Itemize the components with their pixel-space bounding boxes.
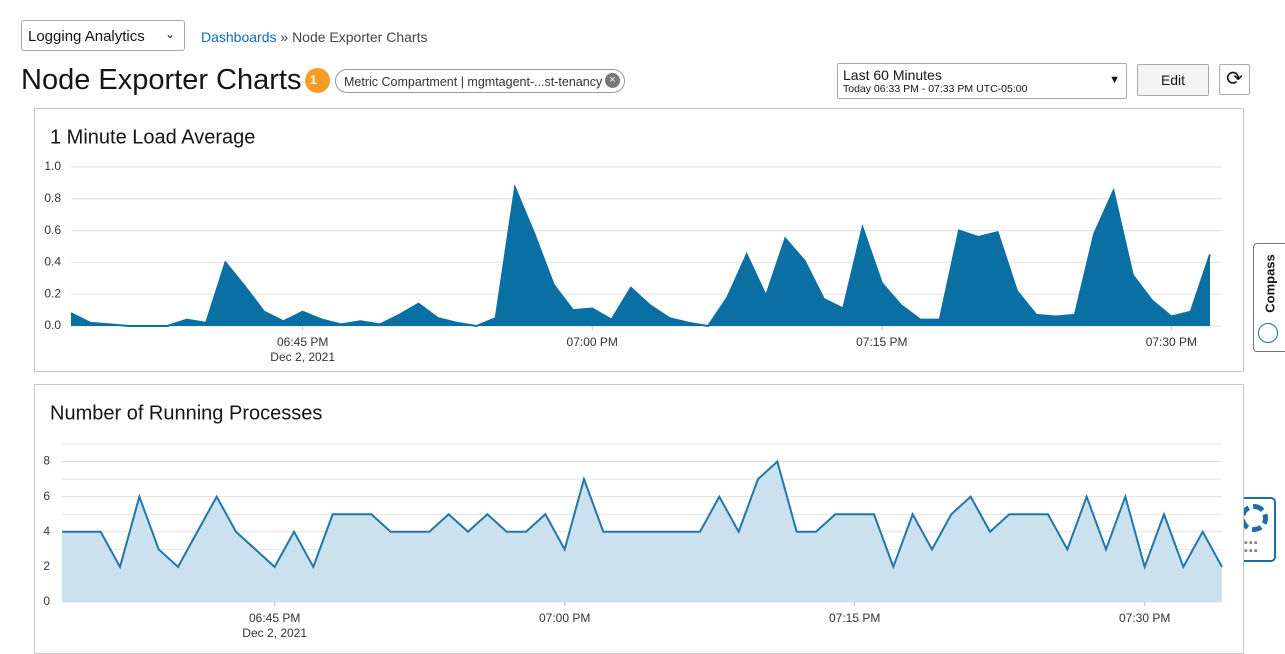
- chevron: ⌄: [164, 27, 175, 41]
- filter-count: 1: [310, 73, 317, 87]
- app-select-text: Logging Analytics: [28, 28, 145, 45]
- time-select[interactable]: Last 60 Minutes Today 06:33 PM - 07:33 PM…: [837, 63, 1127, 99]
- y-tick-label: 0: [43, 594, 50, 608]
- date-label: Dec 2, 2021: [270, 350, 335, 364]
- filter-chip[interactable]: Metric Compartment | mgmtagent-...st-ten…: [335, 69, 625, 93]
- area: [71, 187, 1210, 326]
- y-tick-label: 6: [43, 489, 50, 503]
- chart-title: 1 Minute Load Average: [50, 126, 255, 148]
- line: [70, 183, 1211, 328]
- y-tick-label: 2: [43, 559, 50, 573]
- y-tick-label: 1.0: [44, 159, 61, 173]
- filter-icon[interactable]: 1: [305, 68, 330, 93]
- date-label: Dec 2, 2021: [242, 626, 307, 640]
- page-title: Node Exporter Charts: [21, 64, 302, 96]
- breadcrumb-link[interactable]: Dashboards: [201, 29, 277, 45]
- chart-title: Number of Running Processes: [50, 402, 322, 424]
- x-tick-label: 07:30 PM: [1146, 335, 1197, 349]
- chip-close[interactable]: ×: [605, 73, 620, 88]
- panel: [34, 108, 1244, 372]
- x-tick-label: 07:15 PM: [829, 611, 880, 625]
- refresh-button[interactable]: ⟳: [1219, 64, 1250, 95]
- chip-text: Metric Compartment | mgmtagent-...st-ten…: [344, 75, 603, 89]
- app-select[interactable]: Logging Analytics ⌄: [21, 20, 185, 51]
- x-tick-label: 07:30 PM: [1119, 611, 1170, 625]
- edit-button[interactable]: Edit: [1137, 64, 1209, 96]
- breadcrumb-current: » Node Exporter Charts: [280, 29, 428, 45]
- x-tick-label: 06:45 PM: [249, 611, 300, 625]
- x-tick-label: 07:15 PM: [856, 335, 907, 349]
- y-tick-label: 8: [43, 454, 50, 468]
- y-tick-label: 4: [43, 524, 50, 538]
- time-detail: Today 06:33 PM - 07:33 PM UTC-05:00: [843, 83, 1028, 95]
- y-tick-label: 0.4: [44, 255, 61, 269]
- help-dots: ▪▪▪ ▪▪▪: [1244, 537, 1259, 557]
- y-tick-label: 0.8: [44, 191, 61, 205]
- compass-icon: [1258, 323, 1278, 343]
- y-tick-label: 0.6: [44, 223, 61, 237]
- y-tick-label: 0.0: [44, 318, 61, 332]
- x-tick-label: 06:45 PM: [277, 335, 328, 349]
- breadcrumb: Dashboards » Node Exporter Charts: [201, 29, 427, 45]
- x-tick-label: 07:00 PM: [539, 611, 590, 625]
- line: [62, 459, 1223, 571]
- x-tick-label: 07:00 PM: [567, 335, 618, 349]
- compass-tab[interactable]: Compass: [1253, 243, 1285, 352]
- y-tick-label: 0.2: [44, 286, 61, 300]
- caret: ▼: [1109, 74, 1120, 86]
- time-range: Last 60 Minutes: [843, 67, 942, 83]
